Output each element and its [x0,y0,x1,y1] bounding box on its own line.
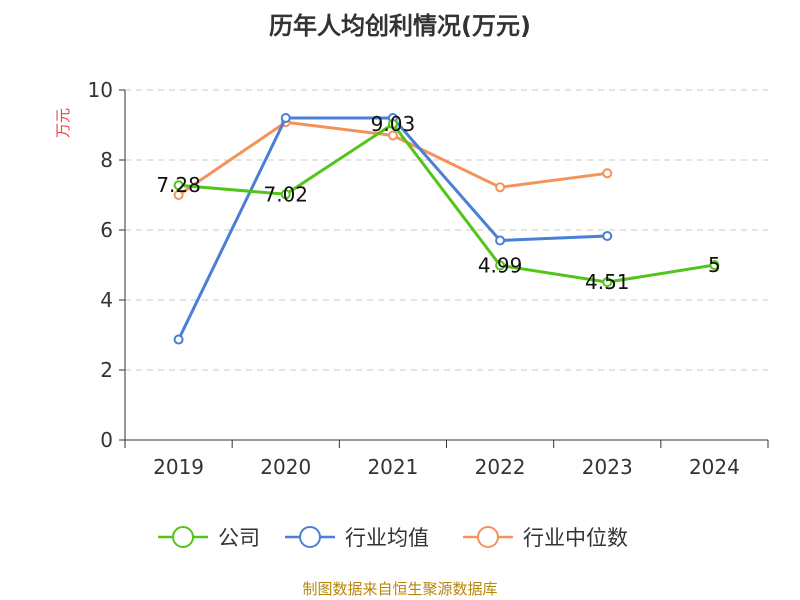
data-label: 4.51 [585,270,630,294]
data-point[interactable] [387,130,398,141]
data-point[interactable] [173,190,184,200]
x-tick-label: 2019 [153,455,204,479]
y-tick-label: 2 [100,358,113,382]
data-point[interactable] [495,182,506,193]
y-axis-label: 万元 [54,108,72,138]
data-point[interactable] [280,113,291,123]
x-tick-label: 2023 [582,455,633,479]
axes: 0 2 4 6 8 10 2019 2020 2021 2022 2023 2024 [88,78,769,479]
data-point[interactable] [173,334,184,345]
source-note: 制图数据来自恒生聚源数据库 [302,580,497,598]
legend-marker-icon [172,526,194,548]
data-label: 7.28 [156,173,201,197]
series-line-0 [178,122,715,284]
gridlines [125,89,768,371]
data-point[interactable] [173,180,184,191]
legend-label: 行业均值 [345,526,429,550]
y-tick-label: 8 [100,148,113,172]
data-labels: 7.28 7.02 9.03 4.99 4.51 5 [156,112,720,294]
data-point[interactable] [495,260,506,271]
x-tick-label: 2021 [367,455,418,479]
data-point[interactable] [602,230,613,241]
data-point[interactable] [280,189,291,200]
legend-item-2[interactable]: 行业中位数 [463,526,628,550]
y-tick-label: 10 [88,78,113,102]
legend-label: 行业中位数 [523,526,628,550]
x-tick-label: 2020 [260,455,311,479]
legend[interactable]: 公司 行业均值 行业中位数 [158,526,628,550]
data-label: 7.02 [263,182,308,206]
y-tick-label: 0 [100,428,113,452]
legend-item-1[interactable]: 行业均值 [285,526,429,550]
series-lines [173,113,720,345]
data-point[interactable] [602,168,613,179]
data-point[interactable] [602,277,613,288]
x-tick-label: 2024 [689,455,740,479]
legend-label: 公司 [218,526,260,550]
data-label: 5 [708,253,721,277]
data-label: 4.99 [478,253,523,277]
data-point[interactable] [495,235,506,246]
data-point[interactable] [709,260,720,270]
y-tick-label: 4 [100,288,113,312]
data-point[interactable] [387,118,398,129]
legend-marker-icon [477,526,499,548]
data-label: 9.03 [371,112,416,136]
x-tick-label: 2022 [475,455,526,479]
legend-item-0[interactable]: 公司 [158,526,260,550]
legend-marker-icon [299,526,321,548]
y-tick-label: 6 [100,218,113,242]
chart-title: 历年人均创利情况(万元) [269,12,531,40]
